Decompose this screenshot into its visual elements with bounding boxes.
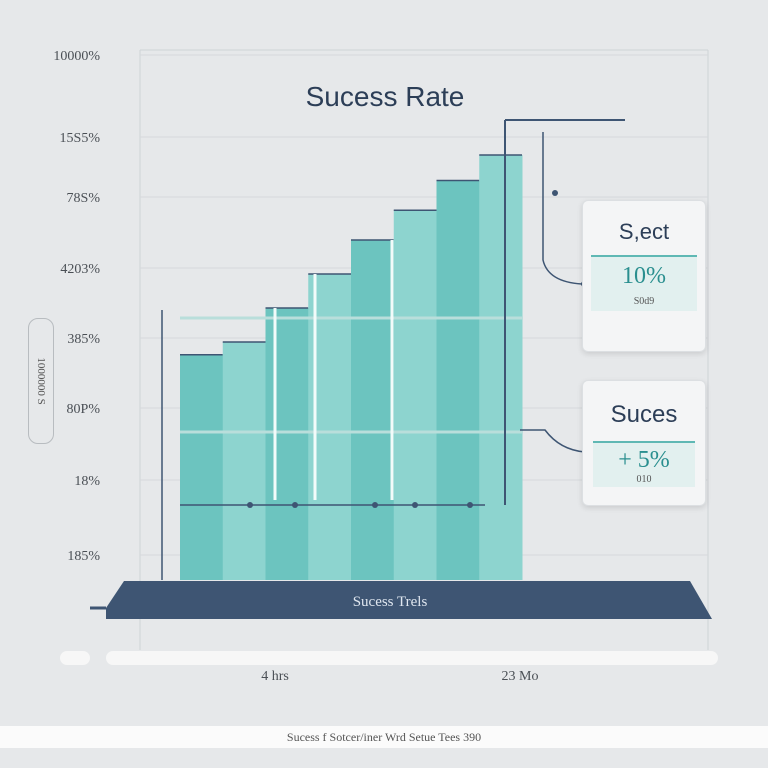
bar — [222, 342, 266, 580]
base-band: Sucess Trels — [106, 581, 712, 619]
bar — [479, 155, 523, 580]
chart-title: Sucess Rate — [306, 81, 465, 112]
base-band-label: Sucess Trels — [353, 594, 428, 610]
callout-top-sub: S0d9 — [633, 296, 655, 307]
y-tick-label: 10000% — [53, 49, 100, 64]
bar — [436, 180, 480, 580]
reference-point — [412, 502, 418, 508]
y-tick-label: 18% — [74, 474, 100, 489]
y-tick-label: 15S5% — [60, 131, 101, 146]
y-tick-label: 385% — [67, 332, 100, 347]
bar — [393, 210, 437, 580]
x-tick-label: 23 Mo — [502, 669, 539, 684]
scroll-pill[interactable] — [60, 651, 90, 665]
y-tick-label: 80P% — [67, 402, 101, 417]
y-tick-label: 4203% — [60, 262, 100, 277]
callout-top: S,ect 10% S0d9 — [582, 200, 706, 352]
reference-point — [372, 502, 378, 508]
bar — [180, 354, 224, 580]
x-tick-labels: 4 hrs 23 Mo — [261, 669, 538, 684]
callout-bottom-value: + 5% 010 — [593, 441, 695, 487]
bar — [351, 240, 395, 580]
reference-point — [467, 502, 473, 508]
reference-point — [247, 502, 253, 508]
bar — [265, 308, 309, 580]
y-tick-label: 185% — [67, 549, 100, 564]
callout-bottom-sub: 010 — [636, 474, 652, 485]
bar-overlays — [180, 240, 522, 508]
vertical-legend: 1000000 S — [28, 318, 54, 444]
y-tick-labels: 10000% 15S5% 78S% 4203% 385% 80P% 18% 185% — [53, 49, 100, 564]
y-tick-label: 78S% — [67, 191, 101, 206]
bars — [180, 154, 523, 580]
scroll-track[interactable] — [106, 651, 718, 665]
callout-top-value: 10% S0d9 — [591, 255, 697, 311]
callout-top-title: S,ect — [618, 219, 670, 244]
callout-bottom: Suces + 5% 010 — [582, 380, 706, 506]
x-tick-label: 4 hrs — [261, 669, 289, 684]
callout-bottom-title: Suces — [610, 401, 678, 428]
vertical-legend-label: 1000000 S — [35, 357, 47, 405]
footer-caption: Sucess f Sotcer/iner Wrd Setue Tees 390 — [0, 726, 768, 748]
callout-connectors — [504, 119, 625, 505]
reference-point — [292, 502, 298, 508]
